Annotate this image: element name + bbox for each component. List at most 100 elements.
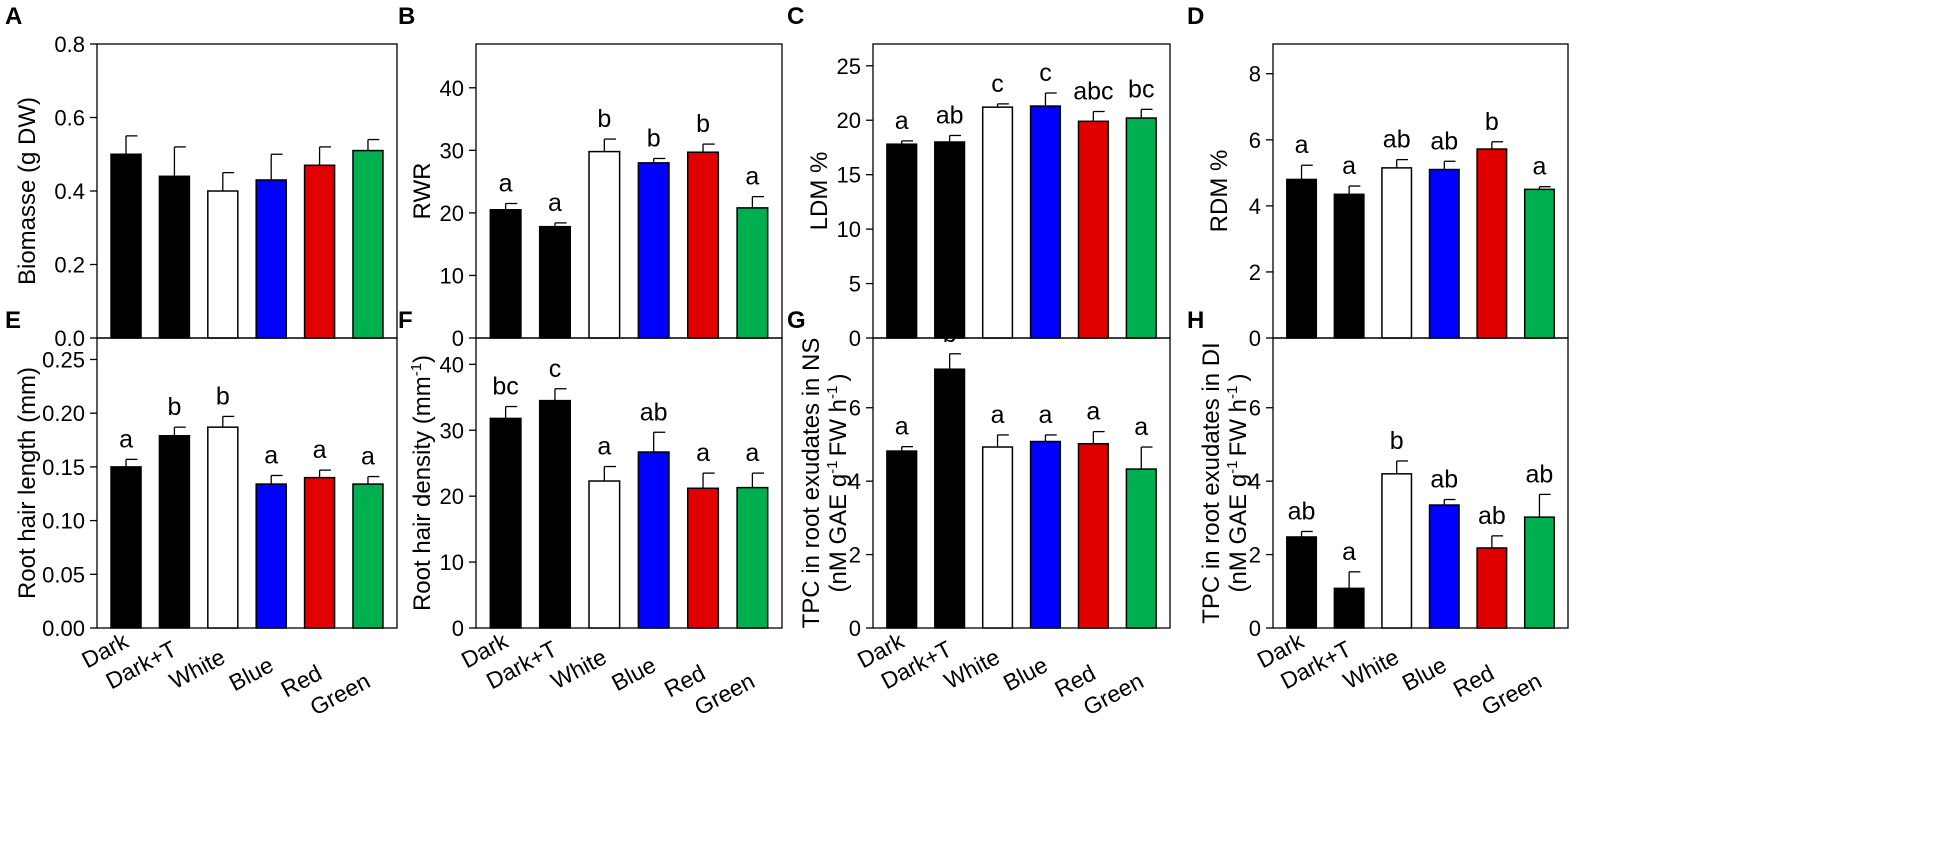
panel-b: B 0 10 20 30 40 RWR a a b b b a: [398, 3, 783, 351]
bar-blue: [637, 162, 670, 339]
significance-letter: a: [1134, 413, 1148, 441]
significance-letter: ab: [1478, 502, 1506, 530]
bar-blue: [1428, 168, 1460, 339]
significance-letter: b: [597, 105, 611, 133]
y-tick-label: 0.6: [54, 106, 85, 131]
y-tick-label: 0.0: [54, 326, 85, 351]
plot-frame: [872, 43, 1171, 339]
y-tick-label: 0.4: [54, 179, 85, 204]
y-tick-label: 15: [837, 163, 861, 188]
y-tick-label: 0: [452, 326, 464, 351]
significance-letter: a: [895, 413, 909, 441]
y-tick-label: 6: [1249, 396, 1261, 421]
bar-white: [588, 150, 621, 339]
plot-frame: [96, 43, 398, 339]
panel-letter: E: [5, 307, 21, 334]
bar-dark: [886, 143, 918, 339]
bar-dark-plus-t: [538, 225, 572, 339]
significance-letter: a: [1295, 131, 1309, 159]
bar-green: [352, 483, 384, 629]
bar-blue: [1029, 105, 1062, 339]
bar-dark-plus-t: [934, 141, 966, 339]
panel-h: H 0 2 4 6 TPC in root exudates in DI (nM GAE g…: [1187, 307, 1569, 720]
significance-letter: b: [943, 320, 957, 348]
significance-letter: b: [1390, 427, 1404, 455]
bar-white: [981, 106, 1014, 339]
significance-letter: a: [1038, 401, 1052, 429]
y-tick-label: 2: [1249, 260, 1261, 285]
bar-white: [1381, 167, 1413, 339]
significance-letter: a: [1086, 398, 1100, 426]
bar-green: [352, 149, 384, 339]
significance-letter: bc: [1128, 75, 1154, 103]
y-tick-label: 5: [849, 272, 861, 297]
significance-letter: b: [216, 382, 230, 410]
significance-letter: a: [1532, 153, 1546, 181]
y-tick-label: 10: [837, 217, 861, 242]
bar-red: [1077, 442, 1109, 629]
bar-blue: [255, 179, 287, 339]
y-tick-label: 10: [440, 263, 464, 288]
y-tick-label: 2: [1249, 543, 1261, 568]
panel-letter: D: [1187, 3, 1204, 30]
y-axis-title: Biomasse (g DW): [14, 97, 41, 285]
panel-letter: B: [398, 3, 415, 30]
plot-frame: [872, 337, 1171, 629]
y-tick-label: 30: [440, 138, 464, 163]
y-axis-title: Root hair length (mm): [14, 367, 41, 599]
bar-white: [1381, 473, 1413, 629]
significance-letter: c: [549, 355, 562, 383]
bar-dark-plus-t: [1333, 587, 1365, 629]
panel-g: G 0 2 4 6 TPC in root exudates in NS (nM GAE g…: [787, 307, 1171, 720]
y-tick-label: 0: [849, 616, 861, 641]
y-tick-label: 4: [1249, 469, 1261, 494]
significance-letter: a: [696, 439, 710, 467]
bar-dark-plus-t: [934, 368, 966, 629]
significance-letter: b: [696, 110, 710, 138]
significance-letter: a: [313, 436, 327, 464]
y-tick-label: 0: [1249, 326, 1261, 351]
y-tick-label: 0.25: [42, 347, 85, 372]
panel-letter: H: [1187, 307, 1204, 334]
bar-blue: [1428, 504, 1460, 629]
bar-white: [207, 426, 239, 629]
significance-letter: ab: [1430, 466, 1458, 494]
x-category-label: Blue: [999, 651, 1052, 696]
significance-letter: b: [167, 393, 181, 421]
x-category-label: Blue: [225, 651, 278, 696]
significance-letter: ab: [640, 398, 668, 426]
y-axis-title-units: (nM GAE g-1 FW h-1 ): [824, 373, 852, 592]
bar-white: [207, 190, 239, 339]
panel-letter: G: [787, 307, 806, 334]
bar-dark: [489, 209, 522, 339]
bar-white: [981, 446, 1014, 629]
significance-letter: a: [895, 107, 909, 135]
y-tick-label: 0: [1249, 616, 1261, 641]
significance-letter: a: [1342, 152, 1356, 180]
bar-green: [1125, 117, 1157, 339]
y-tick-label: 10: [440, 550, 464, 575]
significance-letter: bc: [492, 373, 518, 401]
significance-letter: ab: [1526, 460, 1554, 488]
bar-green: [736, 207, 769, 339]
plot-frame: [96, 337, 398, 629]
significance-letter: c: [991, 70, 1004, 98]
y-tick-label: 30: [440, 418, 464, 443]
significance-letter: a: [499, 170, 513, 198]
significance-letter: a: [264, 441, 278, 469]
y-tick-label: 0.05: [42, 562, 85, 587]
panel-letter: F: [398, 307, 413, 334]
plot-frame: [475, 337, 783, 629]
bar-dark: [886, 450, 918, 629]
significance-letter: ab: [936, 101, 964, 129]
bar-red: [1077, 120, 1109, 339]
bar-green: [1523, 516, 1555, 629]
y-tick-label: 0.10: [42, 509, 85, 534]
y-tick-label: 6: [849, 396, 861, 421]
panel-letter: C: [787, 3, 804, 30]
y-tick-label: 40: [440, 352, 464, 377]
bar-red: [1476, 547, 1508, 629]
